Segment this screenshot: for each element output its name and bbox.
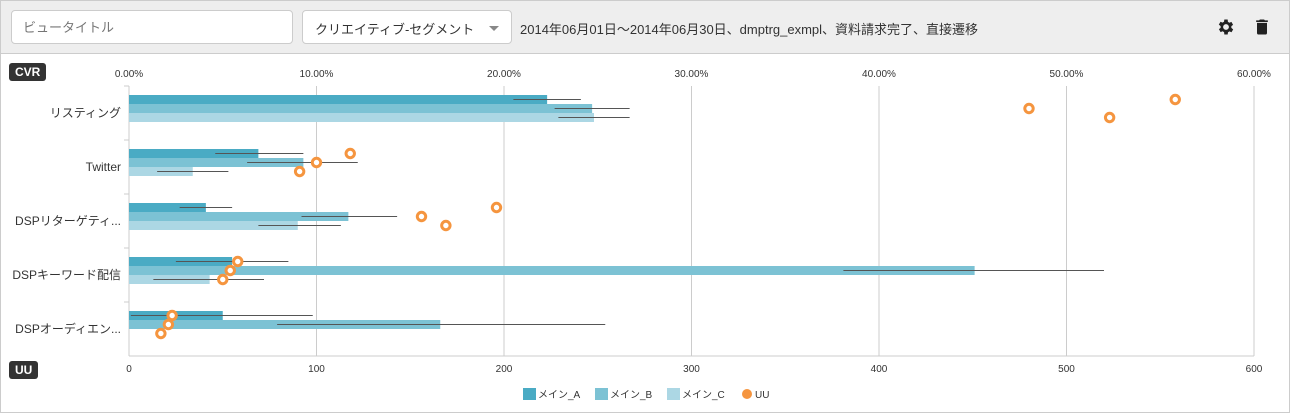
legend-swatch: [667, 388, 680, 400]
cvr-axis-badge: CVR: [9, 63, 47, 81]
uu-point: [224, 264, 236, 277]
legend-swatch: [523, 388, 536, 400]
category-label: DSPオーディエン...: [15, 321, 121, 336]
category-label: DSPリターゲティ...: [15, 214, 121, 228]
uu-point: [217, 273, 229, 286]
cvr-tick-label: 10.00%: [300, 69, 334, 80]
uu-point: [1023, 102, 1035, 115]
uu-point: [490, 201, 503, 214]
bar-メイン_C: [129, 113, 594, 122]
cvr-tick-label: 0.00%: [115, 69, 143, 80]
uu-tick-label: 500: [1058, 364, 1075, 375]
bar-メイン_C: [129, 221, 298, 230]
uu-point: [415, 210, 428, 223]
legend-label: メイン_B: [610, 390, 653, 401]
cvr-tick-label: 30.00%: [675, 69, 709, 80]
uu-point: [162, 318, 175, 331]
trash-icon[interactable]: [1252, 17, 1272, 37]
uu-tick-label: 0: [126, 364, 132, 375]
uu-point: [344, 147, 356, 160]
segment-select-value: クリエイティブ-セグメント: [315, 22, 475, 37]
uu-axis-badge: UU: [9, 361, 39, 379]
uu-tick-label: 100: [308, 364, 325, 375]
bar-メイン_B: [129, 266, 975, 275]
uu-tick-label: 300: [683, 364, 700, 375]
filter-summary: 2014年06月01日～2014年06月30日、dmptrg_exmpl、資料請…: [520, 22, 979, 37]
legend-swatch: [742, 389, 752, 399]
bar-メイン_A: [129, 149, 259, 158]
uu-tick-label: 400: [871, 364, 888, 375]
category-label: DSPキーワード配信: [12, 268, 121, 282]
bar-メイン_B: [129, 212, 349, 221]
uu-tick-label: 200: [496, 364, 513, 375]
uu-point: [293, 165, 306, 178]
cvr-tick-label: 60.00%: [1237, 69, 1271, 80]
uu-point: [1169, 93, 1181, 106]
category-label: リスティング: [50, 106, 121, 120]
legend-swatch: [595, 388, 608, 400]
bar-メイン_A: [129, 203, 206, 212]
bar-メイン_B: [129, 158, 304, 167]
cvr-tick-label: 40.00%: [862, 69, 896, 80]
legend-label: メイン_C: [682, 390, 725, 401]
uu-point: [440, 219, 452, 232]
uu-tick-label: 600: [1246, 364, 1263, 375]
chevron-down-icon: [489, 26, 499, 31]
category-label: Twitter: [86, 160, 121, 174]
bar-メイン_B: [129, 104, 593, 113]
cvr-tick-label: 50.00%: [1050, 69, 1084, 80]
gear-icon[interactable]: [1216, 17, 1236, 37]
uu-point: [155, 327, 167, 340]
uu-point: [1103, 111, 1116, 124]
bar-メイン_A: [129, 95, 548, 104]
cvr-tick-label: 20.00%: [487, 69, 521, 80]
legend-label: メイン_A: [538, 390, 581, 401]
segment-select[interactable]: クリエイティブ-セグメント: [302, 10, 512, 44]
uu-point: [310, 156, 323, 169]
view-title-input[interactable]: [11, 10, 293, 44]
uu-point: [232, 255, 244, 268]
uu-point: [166, 309, 178, 322]
legend-label: UU: [755, 390, 769, 401]
